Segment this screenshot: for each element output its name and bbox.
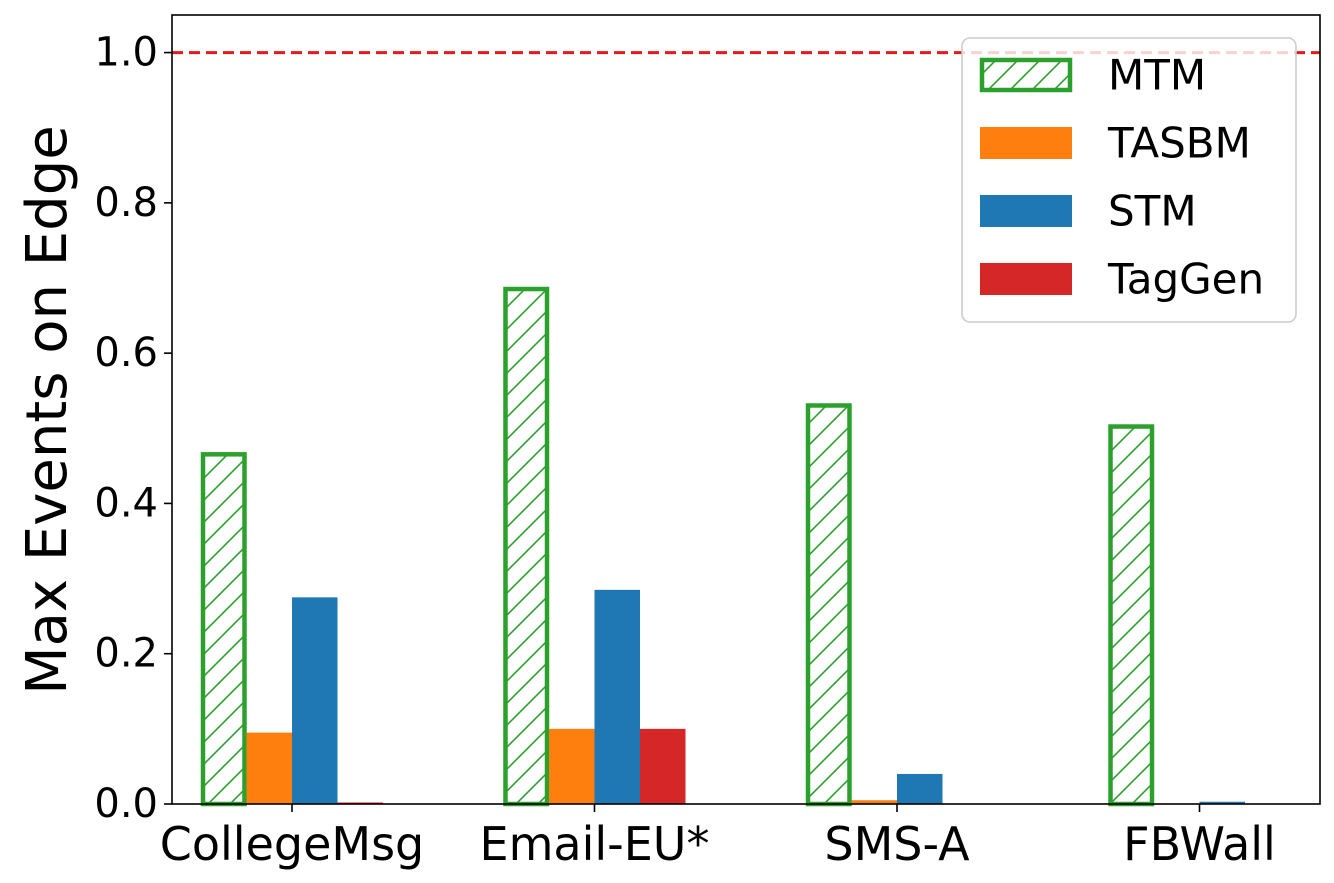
y-axis-label: Max Events on Edge xyxy=(15,125,80,694)
bars-layer xyxy=(200,286,1245,807)
legend-swatch-stm xyxy=(980,195,1072,227)
bar-stm-sms-a xyxy=(897,773,943,804)
bar-tasbm-collegemsg xyxy=(246,732,292,804)
y-tick-label: 0.6 xyxy=(94,330,158,376)
plot-frame xyxy=(171,14,1321,805)
bar-mtm-email-eu- xyxy=(503,286,550,807)
bar-tasbm-sms-a xyxy=(851,800,897,804)
bar-stm-collegemsg xyxy=(292,597,338,804)
legend-label-tasbm: TASBM xyxy=(1107,119,1251,168)
legend-swatch-tasbm xyxy=(980,127,1072,159)
legend-label-mtm: MTM xyxy=(1108,51,1206,100)
legend-box xyxy=(961,37,1297,323)
legend-swatch-taggen xyxy=(980,263,1072,295)
legend-label-stm: STM xyxy=(1108,187,1197,236)
y-tick-label: 0.2 xyxy=(94,631,158,677)
bar-stm-fbwall xyxy=(1199,801,1245,804)
y-tick-label: 0.0 xyxy=(94,781,158,827)
x-tick-label: CollegeMsg xyxy=(160,817,424,871)
bar-taggen-email-eu- xyxy=(640,728,686,804)
bar-mtm-fbwall xyxy=(1108,424,1155,807)
x-tick-label: FBWall xyxy=(1123,817,1276,871)
bar-mtm-sms-a xyxy=(805,403,852,807)
x-tick-label: Email-EU* xyxy=(480,817,710,871)
x-tick-label: SMS-A xyxy=(824,817,970,871)
y-tick-label: 0.4 xyxy=(94,480,158,526)
legend-label-taggen: TagGen xyxy=(1107,255,1264,304)
bar-mtm-collegemsg xyxy=(200,452,247,807)
bar-stm-email-eu- xyxy=(594,589,640,804)
bar-tasbm-email-eu- xyxy=(549,728,595,804)
y-tick-label: 0.8 xyxy=(94,180,158,226)
y-tick-label: 1.0 xyxy=(94,30,158,76)
axes-layer: 0.0 0.2 0.4 0.6 0.8 1.0 CollegeMsg Email-EU* SMS… xyxy=(15,14,1321,871)
legend-swatch-mtm xyxy=(979,57,1073,93)
legend: MTM TASBM STM TagGen xyxy=(961,37,1297,323)
